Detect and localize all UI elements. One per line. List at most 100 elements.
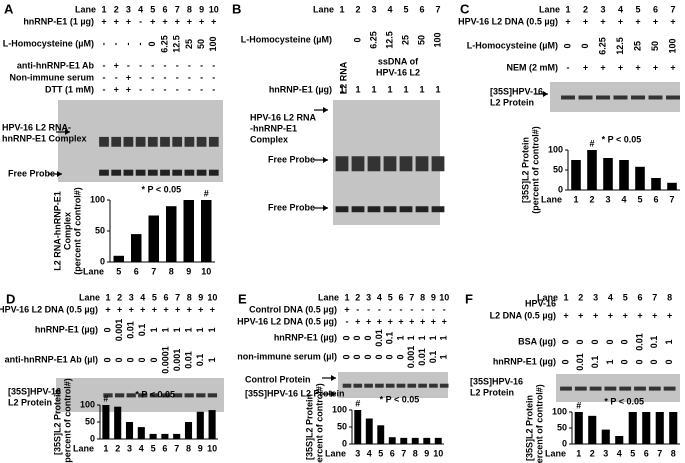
gel-band <box>184 169 195 176</box>
lane-label: Lane <box>313 4 334 14</box>
lane-number: 4 <box>377 292 382 302</box>
bar <box>619 160 629 190</box>
panel-letter: C <box>460 1 470 16</box>
lane-number: 3 <box>600 4 605 14</box>
gel-band <box>351 206 365 213</box>
row-cell: - <box>200 60 203 70</box>
row-cell: 6.25 <box>368 31 378 49</box>
y-axis-label: [35S]L2 Protein <box>524 395 534 461</box>
arrow-head <box>323 107 328 113</box>
row-cell: 1 <box>207 327 217 332</box>
y-tick-label: 50 <box>85 416 95 426</box>
x-tick-label: 5 <box>378 448 383 458</box>
row-cell: 0 <box>634 359 644 364</box>
row-cell: 0.1 <box>649 336 659 349</box>
lane-number: 1 <box>101 4 106 14</box>
row-cell: 0 <box>560 339 570 344</box>
lane-number: 10 <box>209 4 219 14</box>
gel-band <box>353 383 363 388</box>
gel-label: HPV-16 L2 RNA- <box>2 122 71 132</box>
bar <box>161 433 169 439</box>
row-cell: 0 <box>575 339 585 344</box>
row-cell: - <box>200 84 203 94</box>
x-tick-label: 3 <box>127 443 132 453</box>
bar <box>400 437 408 444</box>
lane-number: 8 <box>187 4 192 14</box>
gel-band <box>631 95 645 100</box>
significance-note: * P < 0.05 <box>602 134 642 144</box>
gel-band <box>561 95 575 100</box>
x-tick-label: 7 <box>657 448 662 458</box>
y-tick-label: 100 <box>548 144 563 154</box>
x-tick-label: 7 <box>174 443 179 453</box>
gel-band <box>666 95 680 100</box>
arrow-head <box>57 171 62 177</box>
row-cell: - <box>200 72 203 82</box>
lane-number: 1 <box>565 4 570 14</box>
row-cell: + <box>126 84 131 94</box>
gel-band <box>399 206 413 213</box>
row-cell: 0 <box>580 43 590 48</box>
row-cell: - <box>567 62 570 72</box>
arrow-head <box>543 91 548 97</box>
row-cell: + <box>583 62 588 72</box>
row-cell: - <box>164 72 167 82</box>
row-label: HPV-16 L2 DNA (0.5 µg) <box>0 304 98 314</box>
gel-band <box>351 156 365 172</box>
row-label: hnRNP-E1 (µg) <box>269 84 332 94</box>
row-cell: 0 <box>102 357 112 362</box>
lane-label: Lane <box>318 292 339 302</box>
bar <box>411 437 419 444</box>
row-cell: + <box>198 304 203 314</box>
lane-number: 6 <box>637 292 642 302</box>
row-cell: + <box>187 304 192 314</box>
row-cell: 1 <box>184 327 194 332</box>
row-cell: 1 <box>439 335 449 340</box>
lane-number: 7 <box>652 292 657 302</box>
row-cell: 1 <box>439 354 449 359</box>
row-cell: + <box>578 310 583 320</box>
gel-band <box>367 156 381 172</box>
gel-label: ssDNA of <box>378 56 419 66</box>
gel-band <box>138 393 148 398</box>
row-cell: + <box>398 316 403 326</box>
bar <box>354 410 362 444</box>
row-label: L2 DNA (0.5 µg) <box>490 310 556 320</box>
gel-label: Free Probe <box>268 202 315 212</box>
row-cell: 0.01 <box>374 329 384 347</box>
row-label: HPV-16 L2 DNA (0.5 µg) <box>237 316 337 326</box>
row-cell: 0.001 <box>114 319 124 342</box>
lane-number: 5 <box>635 4 640 14</box>
y-axis-label: [35S]L2 Protein <box>520 137 530 203</box>
lane-number: 8 <box>667 292 672 302</box>
row-label: BSA (µg) <box>518 336 556 346</box>
row-cell: 0 <box>352 354 362 359</box>
lane-number: 7 <box>175 4 180 14</box>
gel-label: [35S]HPV-16 <box>8 386 61 396</box>
x-tick-label: 5 <box>637 194 642 204</box>
gel-label: Complex <box>250 134 288 144</box>
row-cell: 0.001 <box>172 349 182 372</box>
lane-number: 3 <box>366 292 371 302</box>
lane-number: 1 <box>344 292 349 302</box>
row-cell: 0 <box>385 354 395 359</box>
row-cell: + <box>600 16 605 26</box>
row-cell: - <box>139 16 142 26</box>
y-axis-label: (percent of control#) <box>530 126 540 214</box>
gel-band <box>149 393 160 398</box>
gel-band <box>439 383 449 388</box>
row-cell: 0.1 <box>590 356 600 369</box>
lane-number: 5 <box>388 292 393 302</box>
gel-band <box>574 386 587 391</box>
y-axis-label: (percent of control#) <box>72 187 82 275</box>
bar <box>574 412 583 444</box>
arrow-head <box>331 391 336 397</box>
row-cell: 0 <box>649 359 659 364</box>
gel-label: Free Probe <box>268 154 315 164</box>
row-cell: 0 <box>102 327 112 332</box>
gel-band <box>160 136 170 147</box>
row-cell: 6.25 <box>597 37 607 55</box>
gel-band <box>196 393 206 398</box>
bar <box>588 415 597 444</box>
row-cell: - <box>410 304 413 314</box>
